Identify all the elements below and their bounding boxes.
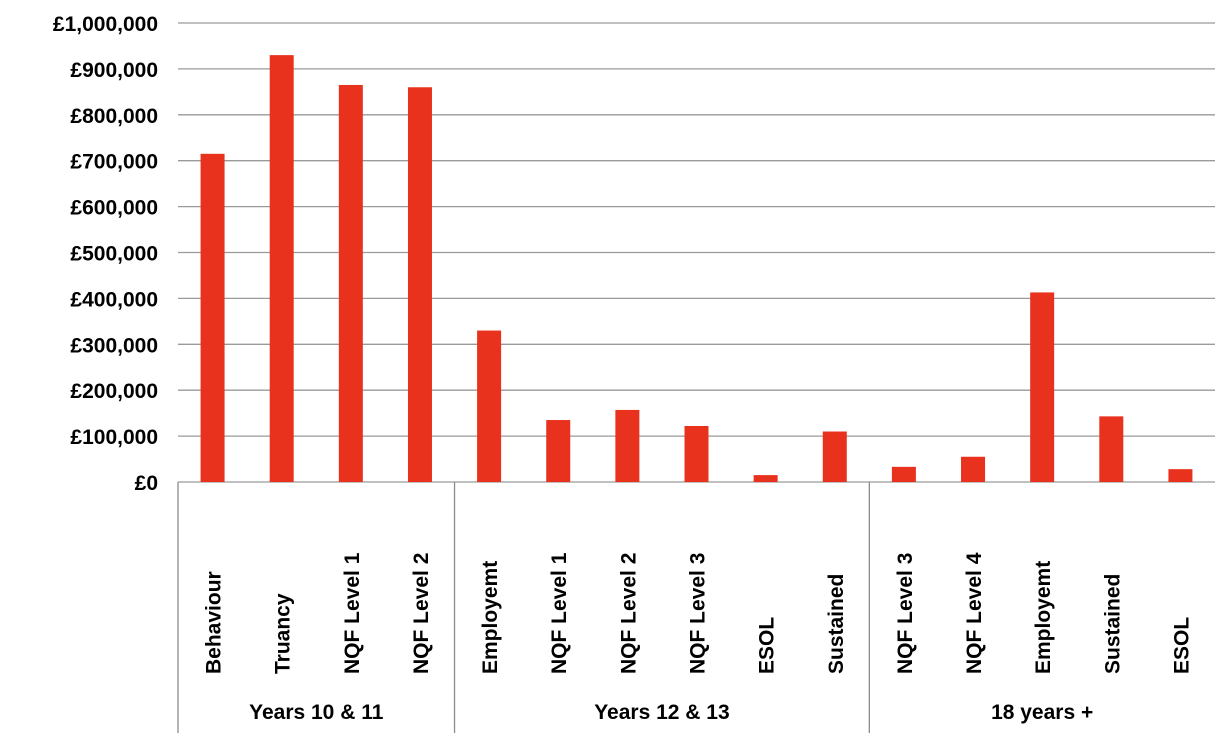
y-tick-label: £300,000 (70, 334, 158, 357)
x-category-label: NQF Level 3 (687, 553, 710, 674)
y-tick-label: £600,000 (70, 197, 158, 220)
gridlines (178, 22, 1215, 483)
y-axis-tick-labels: £0 £100,000 £200,000 £300,000 £400,000 £500,0… (53, 13, 158, 495)
x-category-label: ESOL (756, 617, 779, 674)
x-category-label: NQF Level 2 (617, 553, 640, 674)
x-category-label: Employemt (1032, 561, 1055, 674)
bar (1099, 416, 1124, 482)
y-tick-label: £0 (135, 472, 158, 495)
axes (177, 482, 870, 733)
bar (546, 420, 571, 482)
y-tick-label: £1,000,000 (53, 13, 158, 36)
bars (200, 55, 1193, 482)
category-labels: Behaviour Truancy NQF Level 1 NQF Level 2 Em… (203, 552, 1194, 674)
bar (200, 153, 225, 482)
x-category-label: Sustained (1101, 574, 1124, 674)
x-category-label: NQF Level 1 (341, 552, 364, 674)
y-tick-label: £100,000 (70, 426, 158, 449)
bar (1030, 292, 1055, 482)
y-tick-label: £400,000 (70, 288, 158, 311)
bar (961, 456, 986, 482)
bar (753, 475, 778, 482)
bar (1168, 469, 1193, 482)
bar (822, 431, 847, 482)
x-category-label: Behaviour (203, 571, 226, 674)
x-category-label: NQF Level 3 (894, 553, 917, 674)
x-category-label: ESOL (1170, 617, 1193, 674)
y-tick-label: £900,000 (70, 59, 158, 82)
bar (615, 409, 640, 482)
bar (477, 330, 502, 482)
bar (269, 55, 294, 482)
bar (684, 426, 709, 482)
x-category-label: NQF Level 2 (410, 553, 433, 674)
x-category-label: Truancy (272, 593, 295, 674)
x-category-label: Employemt (479, 561, 502, 674)
x-group-label: Years 10 & 11 (249, 701, 384, 724)
x-group-label: Years 12 & 13 (594, 701, 729, 724)
y-tick-label: £800,000 (70, 105, 158, 128)
x-category-label: NQF Level 1 (548, 552, 571, 674)
x-category-label: Sustained (825, 574, 848, 674)
x-group-label: 18 years + (991, 701, 1093, 724)
y-tick-label: £700,000 (70, 151, 158, 174)
bar (891, 466, 916, 482)
y-tick-label: £200,000 (70, 380, 158, 403)
y-tick-label: £500,000 (70, 243, 158, 266)
bar (338, 84, 363, 482)
x-category-label: NQF Level 4 (963, 552, 986, 674)
bar (407, 87, 432, 482)
group-labels: Years 10 & 11 Years 12 & 13 18 years + (249, 701, 1093, 724)
